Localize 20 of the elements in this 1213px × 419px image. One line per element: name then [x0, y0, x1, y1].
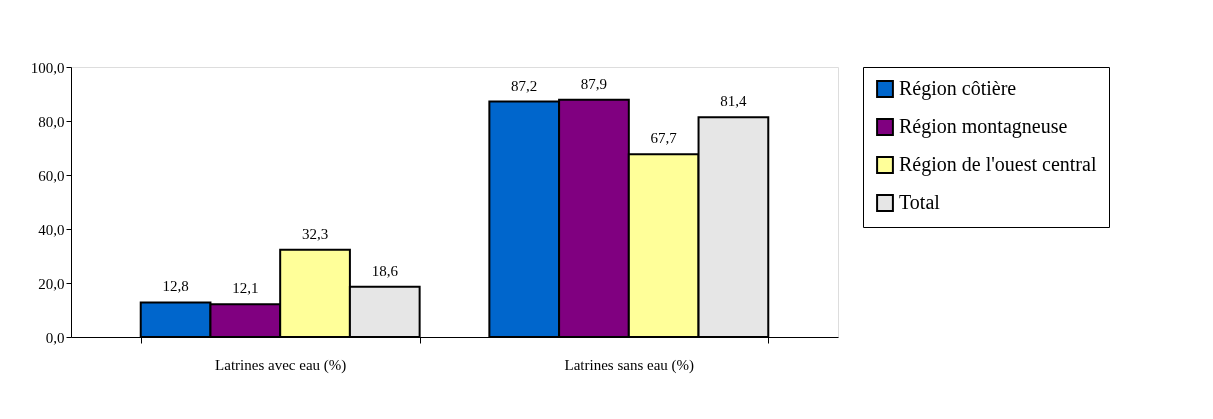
- y-tick-label: 80,0: [38, 113, 65, 130]
- data-label: 12,8: [162, 278, 189, 295]
- data-label: 32,3: [301, 225, 329, 242]
- legend-label: Région montagneuse: [899, 115, 1068, 138]
- y-tick-label: 40,0: [38, 221, 65, 238]
- data-label: 87,9: [580, 75, 608, 92]
- y-tick-label: 60,0: [38, 167, 65, 184]
- legend-label: Région de l'ouest central: [899, 153, 1097, 176]
- data-label: 12,1: [232, 280, 259, 297]
- x-tick-label: Latrines avec eau (%): [215, 356, 347, 374]
- y-tick-label: 20,0: [38, 275, 65, 292]
- y-tick-label: 100,0: [30, 59, 65, 76]
- x-tick-label: Latrines sans eau (%): [564, 356, 695, 374]
- data-label: 87,2: [511, 77, 538, 94]
- data-label: 81,4: [720, 93, 748, 110]
- data-label: 18,6: [371, 262, 399, 279]
- y-tick-label: 0,0: [45, 329, 65, 346]
- data-label: 67,7: [650, 130, 678, 147]
- legend-label: Total: [899, 191, 941, 213]
- legend-label: Région côtière: [899, 77, 1017, 100]
